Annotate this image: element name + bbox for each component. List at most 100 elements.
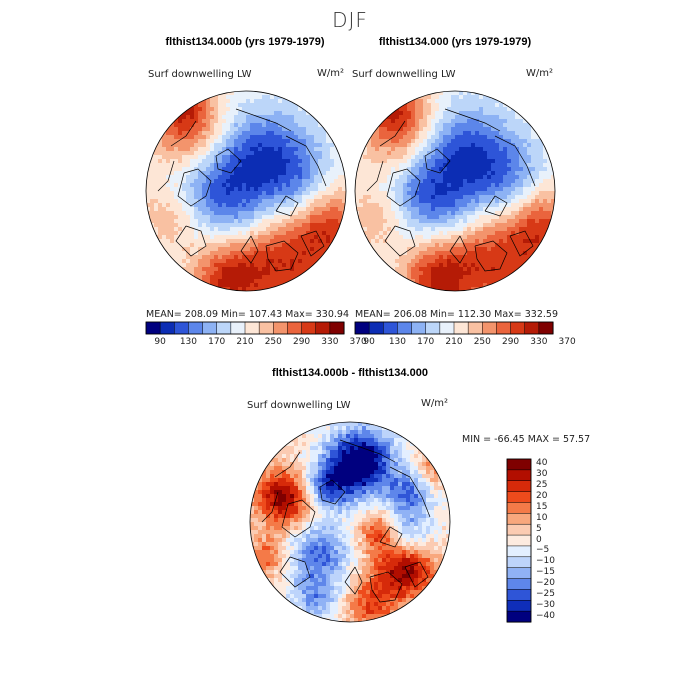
field-cell bbox=[294, 454, 299, 459]
field-cell bbox=[371, 231, 376, 236]
field-cell bbox=[234, 127, 239, 132]
field-cell bbox=[395, 115, 400, 120]
field-cell bbox=[318, 482, 323, 487]
field-cell bbox=[222, 231, 227, 236]
field-cell bbox=[234, 255, 239, 260]
field-cell bbox=[431, 263, 436, 268]
field-cell bbox=[543, 171, 548, 176]
field-cell bbox=[426, 462, 431, 467]
field-cell bbox=[499, 215, 504, 220]
field-cell bbox=[471, 255, 476, 260]
field-cell bbox=[258, 490, 263, 495]
field-cell bbox=[258, 271, 263, 276]
field-cell bbox=[471, 167, 476, 172]
field-cell bbox=[390, 438, 395, 443]
field-cell bbox=[270, 462, 275, 467]
field-cell bbox=[399, 259, 404, 264]
field-cell bbox=[475, 115, 480, 120]
field-cell bbox=[214, 287, 219, 291]
field-cell bbox=[527, 235, 532, 240]
field-cell bbox=[427, 271, 432, 276]
field-cell bbox=[270, 207, 275, 212]
field-cell bbox=[503, 247, 508, 252]
field-cell bbox=[519, 151, 524, 156]
field-cell bbox=[531, 243, 536, 248]
field-cell bbox=[254, 131, 259, 136]
coastlines bbox=[157, 108, 327, 272]
field-cell bbox=[314, 482, 319, 487]
field-cell bbox=[214, 143, 219, 148]
field-cell bbox=[322, 151, 327, 156]
field-cell bbox=[266, 95, 271, 100]
field-cell bbox=[447, 91, 452, 96]
field-cell bbox=[146, 191, 151, 196]
field-cell bbox=[495, 167, 500, 172]
field-cell bbox=[298, 259, 303, 264]
field-cell bbox=[459, 139, 464, 144]
field-cell bbox=[258, 267, 263, 272]
field-cell bbox=[250, 263, 255, 268]
colorbar-swatch bbox=[397, 321, 413, 335]
field-cell bbox=[551, 155, 555, 160]
field-cell bbox=[451, 235, 456, 240]
field-cell bbox=[242, 155, 247, 160]
field-cell bbox=[186, 147, 191, 152]
field-cell bbox=[427, 123, 432, 128]
field-cell bbox=[511, 179, 516, 184]
field-cell bbox=[338, 211, 343, 216]
field-cell bbox=[543, 167, 548, 172]
field-cell bbox=[178, 235, 183, 240]
field-cell bbox=[382, 430, 387, 435]
field-cell bbox=[459, 283, 464, 288]
field-cell bbox=[447, 115, 452, 120]
field-cell bbox=[186, 247, 191, 252]
field-cell bbox=[422, 458, 427, 463]
field-cell bbox=[387, 171, 392, 176]
field-cell bbox=[387, 195, 392, 200]
field-cell bbox=[202, 207, 207, 212]
field-cell bbox=[527, 135, 532, 140]
field-cell bbox=[242, 219, 247, 224]
field-cell bbox=[374, 482, 379, 487]
field-cell bbox=[391, 163, 396, 168]
field-cell bbox=[507, 195, 512, 200]
field-cell bbox=[527, 163, 532, 168]
field-cell bbox=[427, 167, 432, 172]
field-cell bbox=[234, 151, 239, 156]
field-cell bbox=[399, 211, 404, 216]
field-cell bbox=[294, 239, 299, 244]
field-cell bbox=[342, 462, 347, 467]
field-cell bbox=[202, 199, 207, 204]
field-cell bbox=[250, 115, 255, 120]
field-cell bbox=[230, 187, 235, 192]
field-cell bbox=[270, 119, 275, 124]
field-cell bbox=[447, 167, 452, 172]
field-cell bbox=[194, 267, 199, 272]
field-cell bbox=[170, 227, 175, 232]
field-cell bbox=[515, 271, 520, 276]
field-cell bbox=[202, 191, 207, 196]
field-cell bbox=[515, 203, 520, 208]
field-cell bbox=[511, 171, 516, 176]
field-cell bbox=[234, 283, 239, 288]
field-cell bbox=[298, 239, 303, 244]
field-cell bbox=[374, 450, 379, 455]
field-cell bbox=[443, 163, 448, 168]
field-cell bbox=[355, 171, 360, 176]
field-cell bbox=[387, 223, 392, 228]
field-cell bbox=[314, 211, 319, 216]
field-cell bbox=[322, 470, 327, 475]
field-cell bbox=[451, 255, 456, 260]
field-cell bbox=[226, 171, 231, 176]
field-cell bbox=[310, 259, 315, 264]
field-cell bbox=[162, 215, 167, 220]
field-cell bbox=[539, 143, 544, 148]
field-cell bbox=[282, 183, 287, 188]
field-cell bbox=[411, 227, 416, 232]
field-cell bbox=[386, 434, 391, 439]
field-cell bbox=[439, 227, 444, 232]
field-cell bbox=[326, 191, 331, 196]
field-cell bbox=[222, 247, 227, 252]
field-cell bbox=[238, 187, 243, 192]
field-cell bbox=[467, 123, 472, 128]
